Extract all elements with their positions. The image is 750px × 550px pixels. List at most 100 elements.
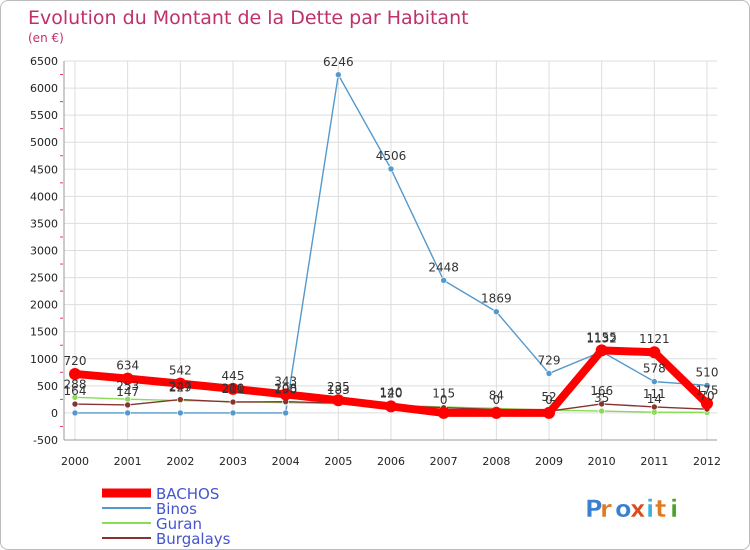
- data-label: 247: [169, 380, 192, 394]
- data-label: 253: [116, 379, 139, 393]
- data-point-binos: [493, 308, 500, 316]
- data-label: 4506: [376, 149, 407, 163]
- data-point-bachos: [385, 400, 397, 413]
- data-label: 210: [222, 382, 245, 396]
- data-point-bachos: [227, 382, 239, 395]
- data-label: 634: [116, 359, 139, 373]
- data-label: 70: [699, 389, 714, 403]
- legend-label-guran: Guran: [156, 515, 202, 533]
- data-point-bachos: [490, 406, 503, 419]
- y-tick-label: 0: [51, 407, 58, 420]
- data-label: 0: [493, 393, 501, 407]
- legend-label-bachos: BACHOS: [156, 485, 219, 503]
- x-tick-label: 2004: [272, 455, 300, 468]
- data-point-bachos: [543, 406, 555, 419]
- y-axis-ticks: -500 0 500 1000 1500 2000 2500 3000 3500 4000 4500…: [30, 55, 58, 447]
- data-label: 14: [647, 392, 662, 406]
- data-point-binos: [124, 409, 131, 417]
- data-label: 0: [440, 393, 448, 407]
- data-label: 343: [274, 374, 297, 388]
- data-point-burgalays: [124, 401, 131, 409]
- data-point-guran: [598, 407, 605, 415]
- data-label: 147: [116, 385, 139, 399]
- data-label: 183: [327, 383, 350, 397]
- logo-letter: P: [585, 495, 603, 523]
- data-label: 288: [64, 377, 87, 391]
- legend-label-burgalays: Burgalays: [156, 530, 231, 548]
- data-label: 175: [696, 383, 719, 397]
- x-tick-label: 2008: [482, 455, 510, 468]
- y-tick-label: 3500: [30, 217, 58, 230]
- data-point-bachos: [121, 372, 134, 385]
- data-label: 52: [541, 390, 556, 404]
- data-label: 2448: [428, 260, 459, 274]
- y-tick-label: 500: [37, 380, 58, 393]
- x-tick-label: 2005: [324, 455, 352, 468]
- y-tick-label: 5000: [30, 136, 58, 149]
- series-lines: [69, 71, 713, 419]
- data-label: 729: [538, 353, 561, 367]
- data-point-binos: [282, 409, 289, 417]
- x-tick-label: 2000: [61, 455, 89, 468]
- y-tick-label: 4000: [30, 190, 58, 203]
- data-label: 201: [222, 382, 245, 396]
- x-tick-label: 2009: [535, 455, 563, 468]
- data-label: 0: [545, 393, 553, 407]
- data-point-bachos: [437, 406, 450, 419]
- data-label: 140: [380, 385, 403, 399]
- logo-letter: t: [655, 495, 666, 523]
- logo-letter: x: [630, 495, 646, 523]
- chart-title: Evolution du Montant de la Dette par Hab…: [28, 7, 469, 29]
- data-label: 1121: [639, 332, 670, 346]
- data-label: 1155: [586, 330, 617, 344]
- logo-letter: i: [670, 495, 678, 523]
- data-labels: 7202881646342531475422472294452102013432…: [64, 55, 719, 407]
- data-label: 720: [64, 354, 87, 368]
- x-tick-label: 2003: [219, 455, 247, 468]
- data-label: 111: [643, 387, 666, 401]
- data-label: 6246: [323, 55, 354, 69]
- data-label: 542: [169, 364, 192, 378]
- x-tick-label: 2011: [640, 455, 668, 468]
- data-label: 35: [594, 391, 609, 405]
- data-label: 120: [380, 386, 403, 400]
- x-tick-label: 2012: [693, 455, 721, 468]
- data-point-binos: [177, 409, 184, 417]
- data-point-bachos: [174, 377, 187, 390]
- data-label: 208: [274, 382, 297, 396]
- data-point-bachos: [279, 388, 292, 401]
- data-point-binos: [440, 277, 447, 284]
- data-point-binos: [229, 409, 237, 417]
- data-label: 190: [274, 383, 297, 397]
- y-tick-label: 1000: [30, 353, 58, 366]
- y-tick-label: 1500: [30, 326, 58, 339]
- y-tick-label: 5500: [30, 109, 58, 122]
- y-tick-label: 3000: [30, 245, 58, 258]
- data-point-guran: [71, 394, 79, 401]
- data-point-binos: [703, 382, 711, 389]
- x-tick-label: 2006: [377, 455, 405, 468]
- data-label: 1869: [481, 292, 512, 306]
- y-tick-label: 6500: [30, 55, 58, 68]
- y-tick-label: 2000: [30, 299, 58, 312]
- data-point-burgalays: [177, 396, 184, 403]
- data-point-bachos: [332, 394, 345, 407]
- data-point-bachos: [701, 397, 713, 410]
- proxiti-logo: Pr ox i t i: [585, 495, 679, 524]
- data-label: 229: [169, 381, 192, 395]
- x-tick-label: 2001: [114, 455, 142, 468]
- data-label: 1132: [586, 332, 617, 346]
- data-label: 84: [489, 388, 504, 402]
- data-point-bachos: [595, 344, 608, 357]
- data-label: 510: [696, 365, 719, 379]
- x-tick-label: 2002: [166, 455, 194, 468]
- x-tick-label: 2010: [588, 455, 616, 468]
- logo-letter: i: [646, 495, 654, 523]
- data-label: 578: [643, 362, 666, 376]
- y-tick-label: 6000: [30, 82, 58, 95]
- data-label: 445: [222, 369, 245, 383]
- data-point-bachos: [648, 346, 661, 359]
- x-axis-ticks: 2000 2001 2002 2003 2004 2005 2006 2007 2008 2009…: [61, 455, 721, 468]
